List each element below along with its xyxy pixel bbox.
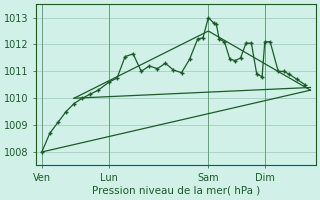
X-axis label: Pression niveau de la mer( hPa ): Pression niveau de la mer( hPa ) bbox=[92, 186, 260, 196]
